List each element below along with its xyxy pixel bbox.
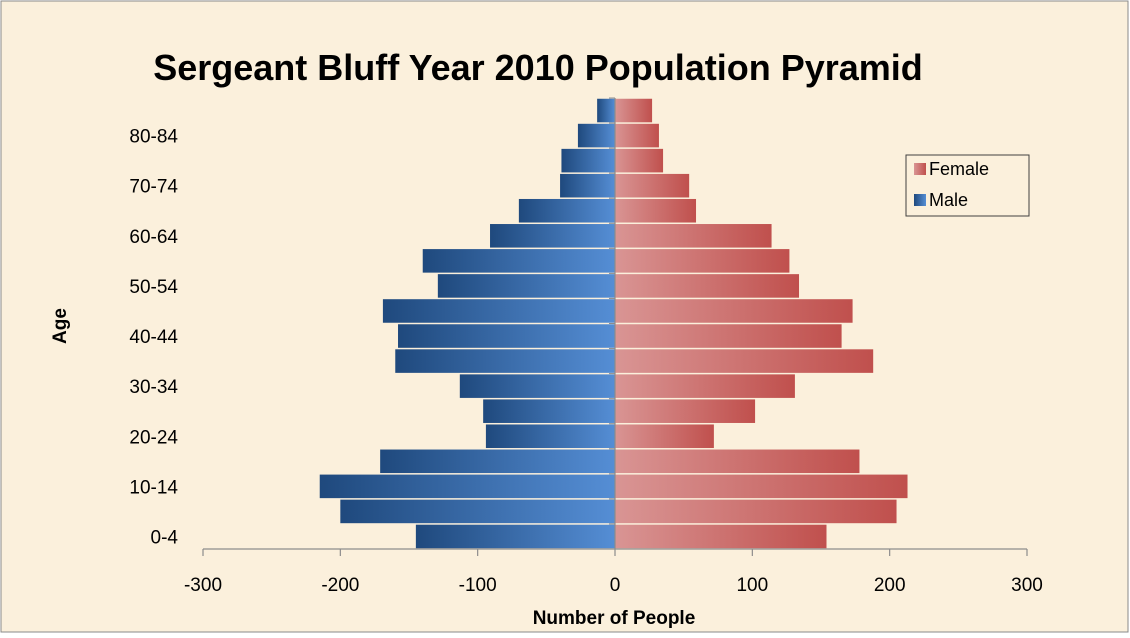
x-tick-label: -200 [321,575,359,596]
y-tick-label: 70-74 [129,177,178,198]
bar-female-5-9 [615,499,897,524]
bar-female-40-44 [615,324,842,348]
bar-female-75-79 [615,148,664,173]
x-tick-label: 0 [610,575,621,596]
y-tick-label: 10-14 [129,477,178,498]
y-tick-label: 50-54 [129,277,178,298]
bar-male-25-29 [483,399,615,423]
y-tick-label: 60-64 [129,227,178,248]
y-tick-label: 0-4 [151,527,179,548]
bar-male-55-59 [422,249,615,273]
bar-male-45-49 [382,299,615,323]
y-tick-label: 20-24 [129,427,178,448]
y-tick-label: 30-34 [129,377,178,398]
bar-female-15-19 [615,449,860,474]
bar-male-5-9 [340,499,615,524]
legend-box [905,154,1030,217]
bar-male-0-4 [415,524,615,549]
bar-male-50-54 [437,274,615,298]
bar-male-30-34 [459,374,615,398]
bar-female-80-84 [615,123,659,148]
bar-male-60-64 [490,224,615,248]
bar-female-0-4 [615,524,827,549]
bar-male-20-24 [485,424,615,449]
bar-female-25-29 [615,399,756,423]
x-tick-label: 100 [736,575,768,596]
x-tick-label: -100 [459,575,497,596]
bar-male-65-69 [518,198,615,223]
x-tick-label: 200 [874,575,906,596]
legend-label-male: Male [929,190,968,210]
legend-swatch-male [914,194,926,206]
bar-male-80-84 [577,123,615,148]
bar-male-10-14 [319,474,615,499]
bar-female-10-14 [615,474,908,499]
x-tick-label: 300 [1011,575,1043,596]
bar-female-65-69 [615,198,697,223]
bar-female-45-49 [615,299,853,323]
bar-female-70-74 [615,173,690,198]
bar-male-85+ [597,98,615,123]
bar-male-35-39 [395,349,615,373]
bar-female-30-34 [615,374,795,398]
bar-male-40-44 [398,324,615,348]
chart-title: Sergeant Bluff Year 2010 Population Pyra… [153,47,923,88]
bar-female-60-64 [615,224,772,248]
bar-female-50-54 [615,274,800,298]
bars-layer [319,98,908,549]
bar-male-70-74 [560,173,615,198]
axes-layer: -300 -200 -100 0 100 200 300 0-4 10-14 20-24 30-34… [129,97,1043,596]
legend: Female Male [905,154,1030,217]
bar-male-15-19 [380,449,615,474]
bar-female-55-59 [615,249,790,273]
x-tick-label: -300 [184,575,222,596]
legend-swatch-female [914,163,926,175]
bar-female-20-24 [615,424,714,449]
bar-female-35-39 [615,349,874,373]
y-tick-label: 40-44 [129,327,178,348]
y-axis-title: Age [50,308,71,344]
legend-label-female: Female [929,159,989,179]
y-tick-label: 80-84 [129,127,178,148]
bar-male-75-79 [561,148,615,173]
x-axis-title: Number of People [533,608,696,629]
bar-female-85+ [615,98,653,123]
